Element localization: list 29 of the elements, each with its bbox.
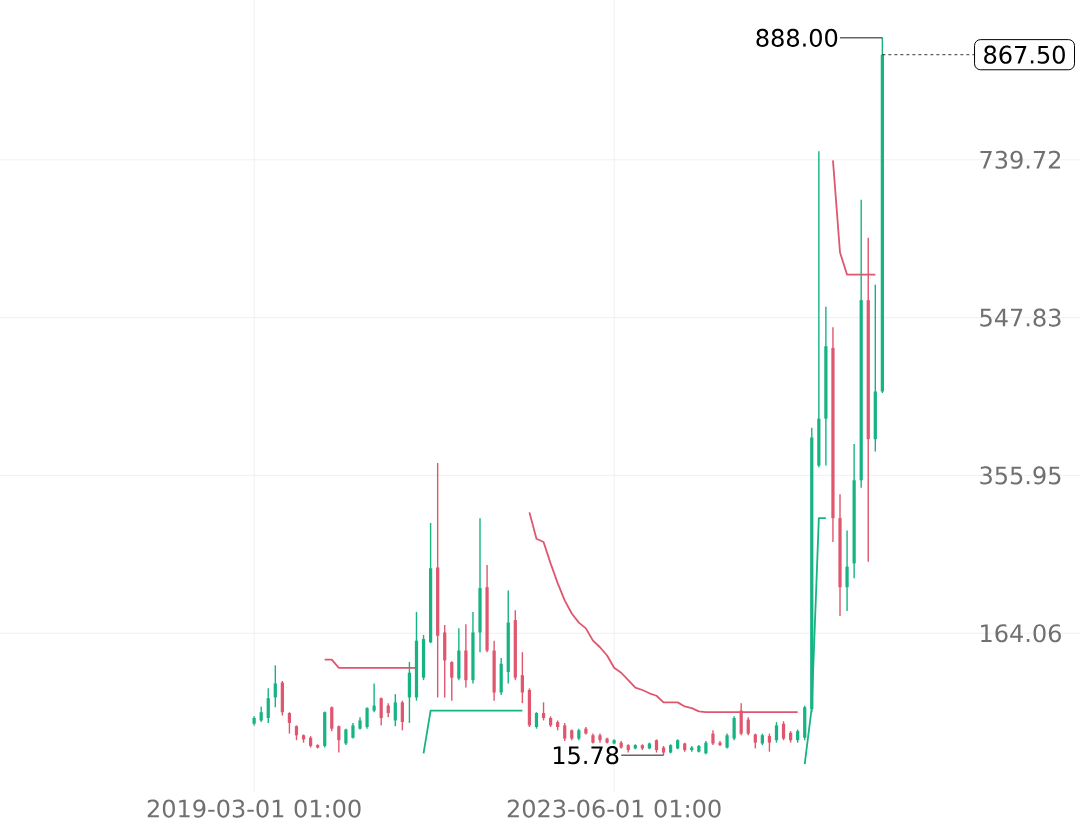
candlestick [774,721,779,744]
candlestick [372,682,376,713]
candlestick [393,693,397,727]
candlestick [273,664,277,708]
annotation: 888.00 [756,28,838,47]
candlestick [732,715,736,741]
y-tick-label: 739.72 [980,150,1061,169]
y-tick-label: 547.83 [980,308,1061,327]
candlestick [767,732,772,753]
candlestick [379,696,383,727]
candlestick [845,529,849,612]
candlestick [337,724,341,754]
y-tick-label: 355.95 [980,466,1061,485]
candlestick [781,720,786,741]
annotation: 15.78 [553,746,619,765]
ref-line-label: 867.50 [984,45,1065,64]
candlestick [450,660,454,702]
candlestick [365,706,369,730]
x-tick-label: 2019-03-01 01:00 [147,799,361,818]
candlestick [266,687,270,724]
candlestick [520,651,524,704]
candlestick [746,716,750,736]
candlestick [330,705,334,732]
candlestick [400,700,404,732]
candlestick [563,722,567,742]
x-tick-label: 2023-06-01 01:00 [507,799,721,818]
candlestick [287,711,292,735]
candlestick [541,701,546,722]
y-tick-label: 164.06 [981,624,1061,643]
